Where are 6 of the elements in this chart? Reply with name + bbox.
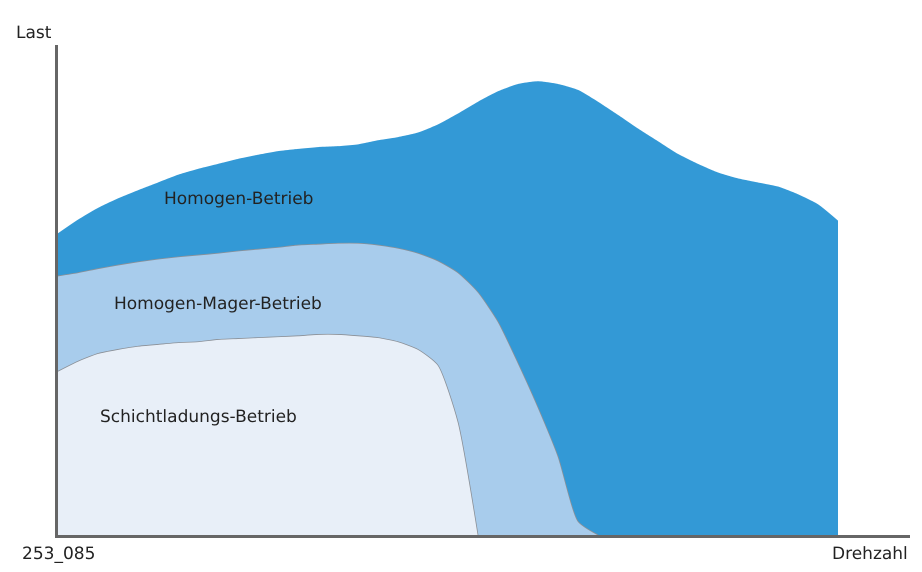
series-label: Schichtladungs-Betrieb <box>100 407 297 427</box>
x-axis-title: Drehzahl <box>832 544 908 564</box>
series-label: Homogen-Betrieb <box>164 189 314 209</box>
series-label: Homogen-Mager-Betrieb <box>114 294 322 314</box>
y-axis-title: Last <box>16 23 52 43</box>
text: 253_085 <box>22 544 96 564</box>
